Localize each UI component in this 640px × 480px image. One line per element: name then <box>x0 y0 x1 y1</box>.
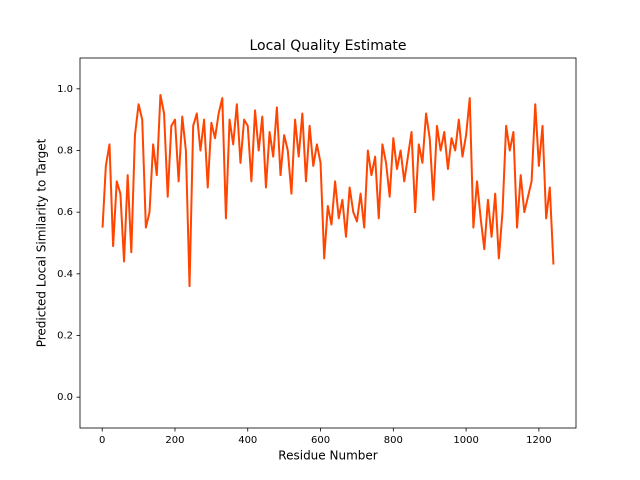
y-tick-label: 0.2 <box>57 331 73 342</box>
y-tick-label: 1.0 <box>57 84 73 95</box>
y-tick-label: 0.4 <box>57 269 73 280</box>
y-tick-label: 0.6 <box>57 207 73 218</box>
data-line <box>101 94 555 288</box>
x-tick-label: 400 <box>238 435 257 446</box>
x-tick-label: 200 <box>165 435 184 446</box>
y-axis-label: Predicted Local Similarity to Target <box>35 138 49 347</box>
x-tick-label: 1200 <box>526 435 551 446</box>
x-tick-label: 800 <box>384 435 403 446</box>
y-tick-label: 0.8 <box>57 146 73 157</box>
y-tick-label: 0.0 <box>57 392 73 403</box>
x-axis-label: Residue Number <box>278 449 377 463</box>
x-tick-label: 0 <box>99 435 105 446</box>
x-tick-label: 600 <box>311 435 330 446</box>
plot-frame <box>79 57 577 429</box>
x-tick-label: 1000 <box>453 435 478 446</box>
chart-title: Local Quality Estimate <box>249 38 406 54</box>
